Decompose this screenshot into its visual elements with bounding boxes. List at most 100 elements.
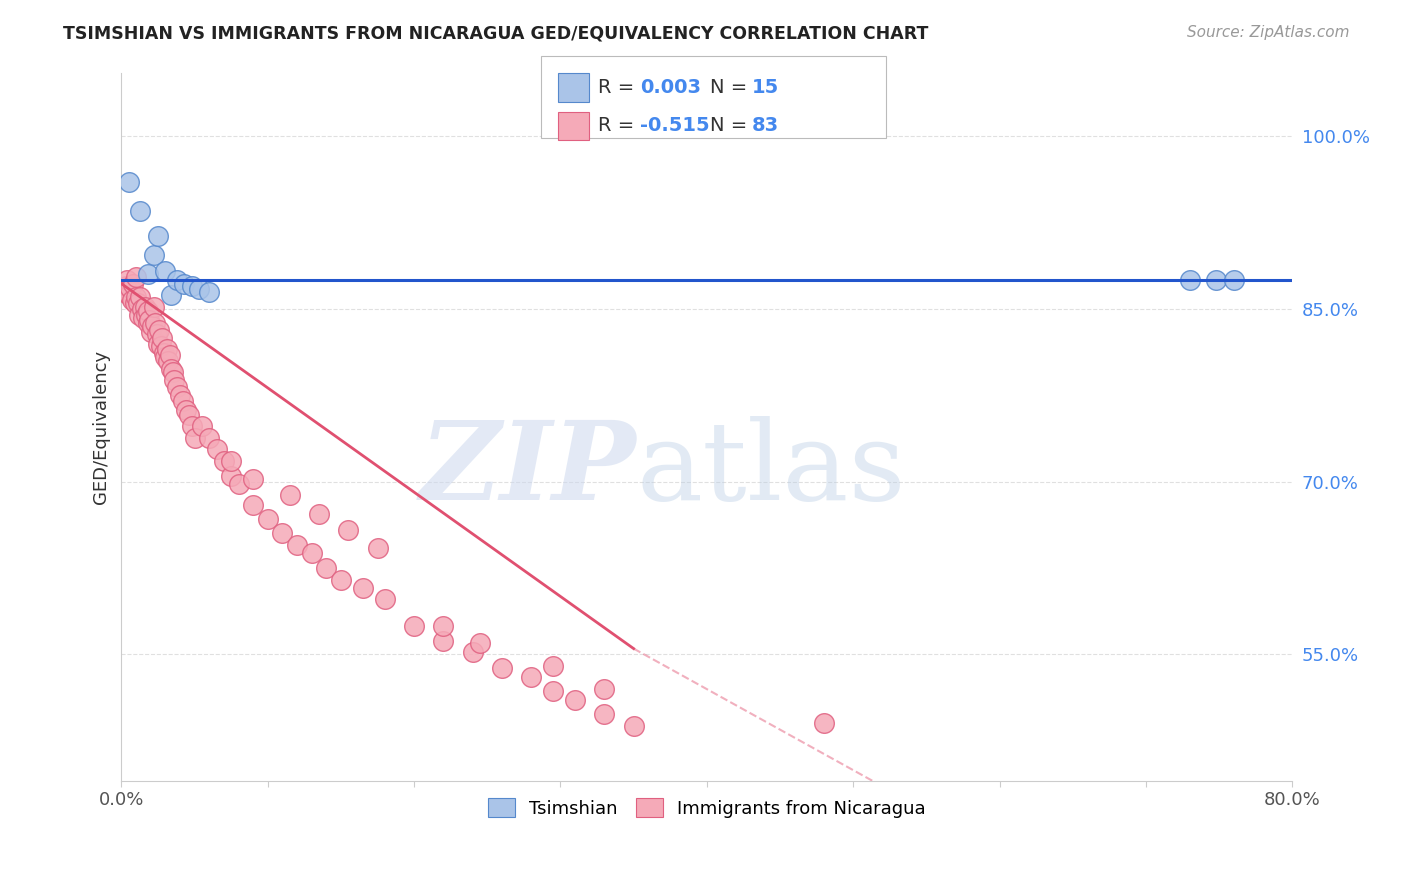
Text: R =: R = xyxy=(598,117,640,136)
Point xyxy=(121,293,143,307)
Point xyxy=(153,345,176,359)
Point xyxy=(163,373,186,387)
Text: 15: 15 xyxy=(752,78,779,97)
Point xyxy=(128,308,150,322)
Point xyxy=(174,403,197,417)
Point xyxy=(564,693,586,707)
Point xyxy=(374,592,396,607)
Point xyxy=(131,301,153,316)
Point xyxy=(134,300,156,314)
Point xyxy=(1205,273,1227,287)
Text: -0.515: -0.515 xyxy=(640,117,710,136)
Point xyxy=(139,325,162,339)
Point xyxy=(278,488,301,502)
Point xyxy=(122,277,145,291)
Text: R =: R = xyxy=(598,78,640,97)
Point xyxy=(166,380,188,394)
Point xyxy=(118,175,141,189)
Point xyxy=(159,348,181,362)
Point xyxy=(117,273,139,287)
Point xyxy=(129,204,152,219)
Point xyxy=(180,279,202,293)
Point xyxy=(146,336,169,351)
Text: N =: N = xyxy=(710,117,754,136)
Point xyxy=(136,316,159,330)
Point xyxy=(177,408,200,422)
Point xyxy=(219,454,242,468)
Point xyxy=(461,645,484,659)
Point xyxy=(162,365,184,379)
Point xyxy=(114,279,136,293)
Point xyxy=(136,268,159,282)
Point xyxy=(188,282,211,296)
Point xyxy=(468,636,491,650)
Point xyxy=(1178,273,1201,287)
Point xyxy=(1222,273,1244,287)
Point xyxy=(367,541,389,556)
Point xyxy=(127,296,149,310)
Point xyxy=(146,229,169,244)
Point xyxy=(173,277,195,291)
Point xyxy=(124,296,146,310)
Point xyxy=(143,316,166,330)
Point xyxy=(125,269,148,284)
Point xyxy=(432,633,454,648)
Text: 0.003: 0.003 xyxy=(640,78,700,97)
Text: TSIMSHIAN VS IMMIGRANTS FROM NICARAGUA GED/EQUIVALENCY CORRELATION CHART: TSIMSHIAN VS IMMIGRANTS FROM NICARAGUA G… xyxy=(63,25,928,43)
Point xyxy=(152,331,174,345)
Point xyxy=(155,264,177,278)
Point xyxy=(160,288,183,302)
Point xyxy=(120,281,142,295)
Point xyxy=(160,362,183,376)
Point xyxy=(541,658,564,673)
Legend: Tsimshian, Immigrants from Nicaragua: Tsimshian, Immigrants from Nicaragua xyxy=(481,791,934,825)
Y-axis label: GED/Equivalency: GED/Equivalency xyxy=(93,350,110,504)
Point xyxy=(132,311,155,326)
Point xyxy=(301,546,323,560)
Point xyxy=(138,313,160,327)
Point xyxy=(129,290,152,304)
Point xyxy=(183,431,205,445)
Point xyxy=(112,285,135,299)
Point xyxy=(315,561,337,575)
Point xyxy=(191,419,214,434)
Point xyxy=(156,343,179,357)
Point xyxy=(541,684,564,698)
Point xyxy=(118,288,141,302)
Point xyxy=(352,581,374,595)
Point xyxy=(491,661,513,675)
Point xyxy=(242,472,264,486)
Point xyxy=(228,477,250,491)
Point xyxy=(285,538,308,552)
Point xyxy=(149,339,172,353)
Text: N =: N = xyxy=(710,78,754,97)
Point xyxy=(308,507,330,521)
Text: ZIP: ZIP xyxy=(420,416,637,524)
Point xyxy=(219,469,242,483)
Point xyxy=(432,618,454,632)
Point xyxy=(271,526,294,541)
Point xyxy=(337,523,360,537)
Point xyxy=(520,670,543,684)
Point xyxy=(142,300,165,314)
Point xyxy=(169,388,191,402)
Point xyxy=(330,573,353,587)
Point xyxy=(198,285,221,299)
Point xyxy=(125,290,148,304)
Text: atlas: atlas xyxy=(637,416,907,523)
Point xyxy=(180,419,202,434)
Point xyxy=(212,454,235,468)
Point xyxy=(135,308,157,322)
Point xyxy=(256,511,278,525)
Point xyxy=(142,248,165,262)
Point xyxy=(623,719,645,733)
Text: Source: ZipAtlas.com: Source: ZipAtlas.com xyxy=(1187,25,1350,40)
Point xyxy=(157,353,180,368)
Point xyxy=(136,304,159,318)
Point xyxy=(155,351,177,365)
Point xyxy=(198,431,221,445)
Point xyxy=(404,618,426,632)
Point xyxy=(813,716,835,731)
Text: 83: 83 xyxy=(752,117,779,136)
Point xyxy=(141,319,163,334)
